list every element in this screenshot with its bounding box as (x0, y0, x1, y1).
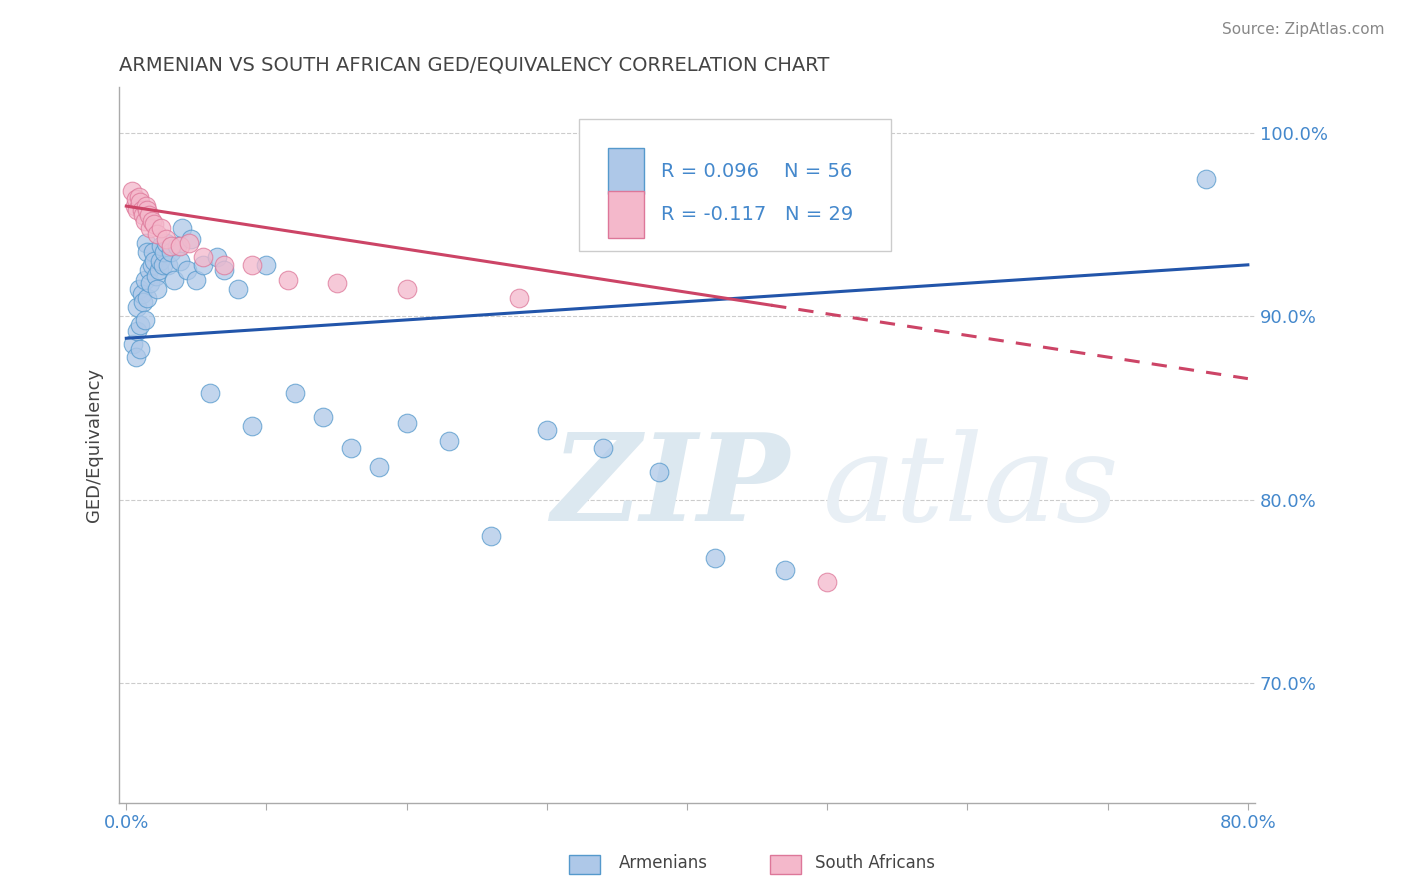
Point (136, 202, 159, 217)
Text: R = -0.117   N = 29: R = -0.117 N = 29 (661, 205, 853, 224)
Point (1195, 171, 1218, 186)
Point (172, 221, 194, 235)
Point (131, 287, 153, 301)
Point (186, 272, 208, 286)
Text: atlas: atlas (824, 429, 1121, 546)
Point (141, 258, 163, 272)
Point (136, 291, 159, 305)
Point (142, 244, 165, 259)
Point (122, 336, 145, 351)
Point (276, 272, 298, 286)
Point (150, 239, 173, 253)
Point (207, 251, 229, 265)
Point (127, 202, 149, 217)
Point (242, 419, 264, 434)
Text: ARMENIAN VS SOUTH AFRICAN GED/EQUIVALENCY CORRELATION CHART: ARMENIAN VS SOUTH AFRICAN GED/EQUIVALENC… (120, 55, 830, 74)
Point (139, 276, 162, 290)
Point (152, 258, 174, 272)
Point (592, 442, 614, 456)
Point (128, 282, 150, 296)
Point (160, 239, 183, 253)
Point (704, 551, 727, 566)
Point (145, 268, 167, 283)
Point (193, 251, 215, 265)
Point (125, 350, 148, 364)
Y-axis label: GED/Equivalency: GED/Equivalency (86, 368, 103, 522)
Point (214, 263, 236, 277)
Point (242, 258, 264, 272)
Point (536, 423, 558, 437)
Point (150, 221, 173, 235)
Point (155, 232, 177, 246)
Point (146, 227, 169, 241)
Point (395, 282, 418, 296)
Point (437, 434, 460, 448)
Point (367, 459, 389, 474)
Point (131, 202, 153, 217)
Point (200, 386, 222, 401)
Point (149, 254, 172, 268)
Point (121, 185, 143, 199)
Point (141, 214, 163, 228)
Point (176, 263, 198, 277)
Point (148, 263, 170, 277)
Point (479, 529, 502, 543)
Point (180, 232, 202, 246)
FancyBboxPatch shape (607, 148, 644, 194)
Point (128, 190, 150, 204)
Point (193, 258, 215, 272)
Point (127, 300, 149, 314)
Point (508, 291, 530, 305)
Point (815, 575, 838, 590)
Point (127, 324, 149, 338)
FancyBboxPatch shape (579, 119, 891, 252)
Point (132, 208, 155, 222)
Point (339, 442, 361, 456)
Point (129, 343, 152, 357)
Point (136, 244, 159, 259)
Point (124, 199, 146, 213)
Point (138, 208, 160, 222)
Point (325, 276, 347, 290)
Point (132, 294, 155, 309)
Point (283, 386, 305, 401)
Text: ZIP: ZIP (551, 428, 789, 547)
Text: Armenians: Armenians (619, 855, 707, 872)
Point (153, 244, 176, 259)
Text: Source: ZipAtlas.com: Source: ZipAtlas.com (1222, 22, 1385, 37)
Text: R = 0.096    N = 56: R = 0.096 N = 56 (661, 161, 852, 180)
Point (143, 254, 166, 268)
Point (228, 282, 250, 296)
Point (134, 272, 156, 286)
Point (134, 313, 156, 327)
Point (773, 562, 796, 576)
Point (134, 214, 156, 228)
Point (155, 235, 177, 250)
Point (129, 318, 152, 333)
FancyBboxPatch shape (607, 192, 644, 238)
Text: South Africans: South Africans (815, 855, 935, 872)
Point (311, 410, 333, 425)
Point (395, 416, 418, 430)
Point (135, 235, 157, 250)
Point (139, 221, 162, 235)
Point (214, 258, 236, 272)
Point (157, 258, 180, 272)
Point (169, 239, 191, 253)
Point (146, 282, 169, 296)
Point (163, 272, 186, 286)
Point (129, 195, 152, 210)
Point (143, 218, 166, 232)
Point (648, 465, 671, 479)
Point (169, 254, 191, 268)
Point (138, 263, 160, 277)
Point (179, 235, 201, 250)
Point (135, 199, 157, 213)
Point (160, 244, 183, 259)
Point (125, 192, 148, 206)
Point (256, 258, 278, 272)
Point (166, 239, 188, 253)
